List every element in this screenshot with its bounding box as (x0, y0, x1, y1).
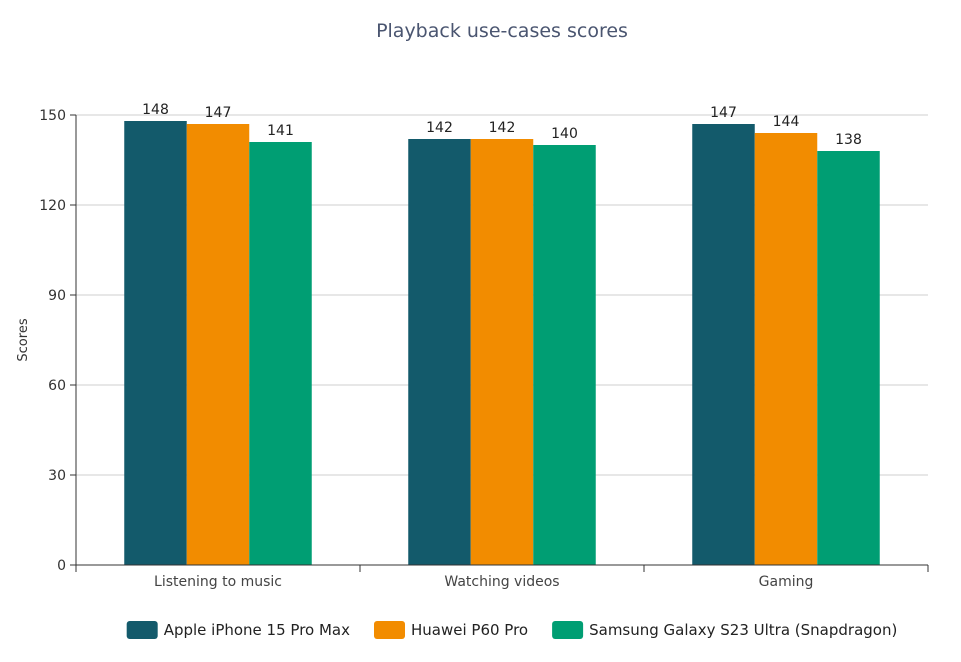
y-tick-label: 30 (48, 468, 66, 484)
legend-swatch (552, 621, 584, 639)
data-label: 141 (267, 123, 294, 139)
bar (692, 124, 755, 565)
legend-item[interactable]: Huawei P60 Pro (374, 621, 528, 639)
bar (533, 145, 596, 565)
data-label: 147 (205, 105, 232, 121)
legend-item[interactable]: Samsung Galaxy S23 Ultra (Snapdragon) (552, 621, 897, 639)
data-label: 147 (710, 105, 737, 121)
y-tick-label: 150 (39, 108, 66, 124)
legend-label: Samsung Galaxy S23 Ultra (Snapdragon) (589, 621, 897, 639)
legend-label: Apple iPhone 15 Pro Max (164, 621, 350, 639)
bar (186, 124, 250, 565)
x-tick-label: Listening to music (154, 574, 282, 590)
legend-swatch (126, 621, 158, 639)
x-tick-label: Watching videos (444, 574, 559, 590)
data-label: 140 (551, 126, 578, 142)
y-tick-label: 60 (48, 378, 66, 394)
bar (754, 133, 818, 565)
bar (124, 121, 187, 565)
data-label: 142 (426, 120, 453, 136)
data-label: 138 (835, 132, 862, 148)
x-tick-label: Gaming (759, 574, 814, 590)
bars: 148 147 141 142 142 140 147 144 138 (124, 102, 880, 565)
legend-label: Huawei P60 Pro (411, 621, 528, 639)
y-tick-label: 120 (39, 198, 66, 214)
legend-item[interactable]: Apple iPhone 15 Pro Max (126, 621, 350, 639)
y-axis-label: Scores (16, 318, 31, 361)
y-tick-label: 0 (57, 558, 66, 574)
legend-swatch (374, 621, 405, 639)
y-tick-label: 90 (48, 288, 66, 304)
bar (249, 142, 312, 565)
bar (817, 151, 880, 565)
chart-title: Playback use-cases scores (376, 20, 628, 42)
axes: 0 30 60 90 120 150 Listening to music Watching … (39, 108, 929, 590)
data-label: 142 (489, 120, 516, 136)
legend: Apple iPhone 15 Pro Max Huawei P60 Pro Sam… (126, 621, 897, 639)
data-label: 148 (142, 102, 169, 118)
bar (470, 139, 534, 565)
bar (408, 139, 471, 565)
data-label: 144 (773, 114, 800, 130)
